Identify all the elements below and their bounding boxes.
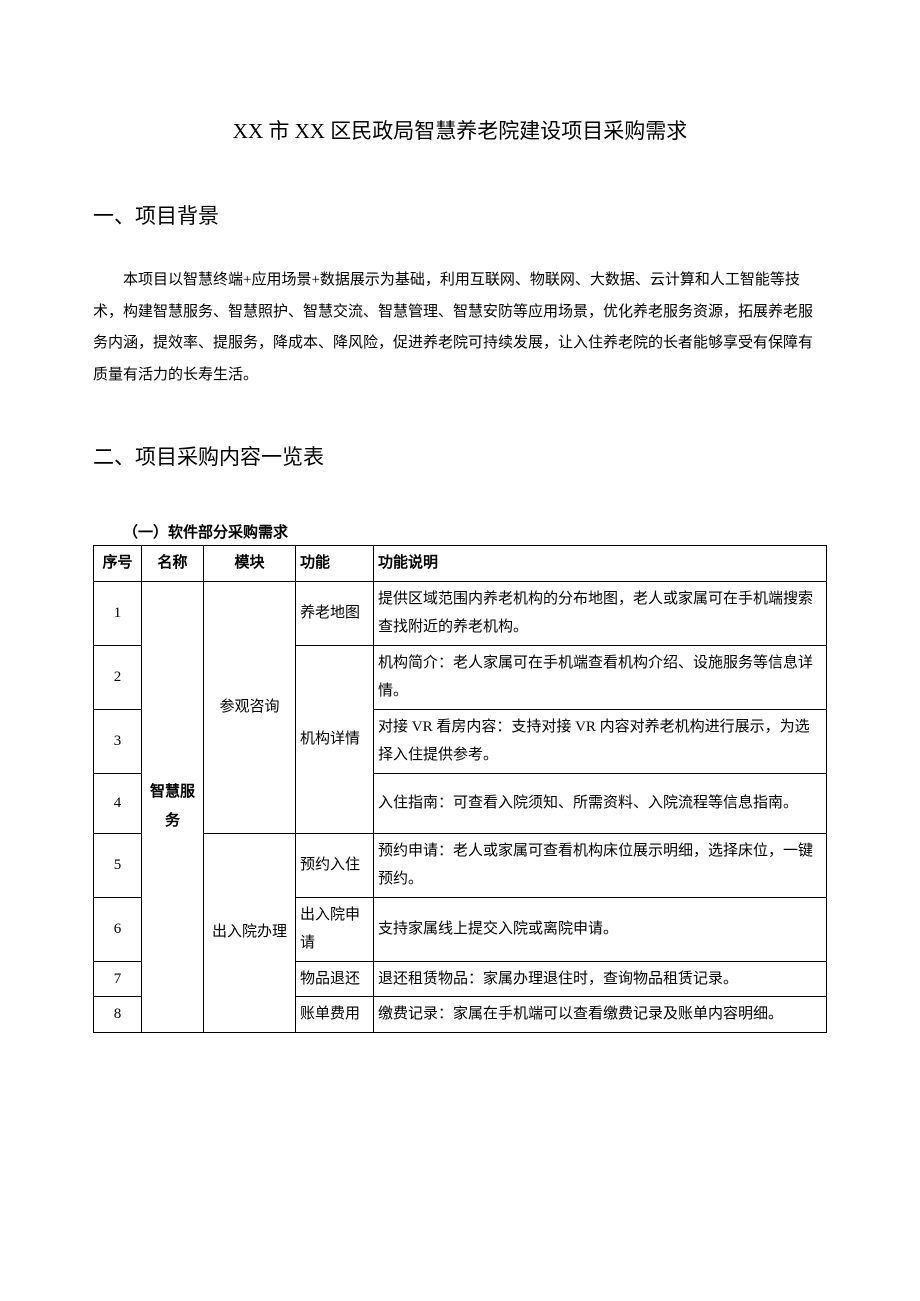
section-1-heading: 一、项目背景 (93, 200, 827, 230)
cell-module-2: 出入院办理 (204, 833, 296, 1032)
header-desc: 功能说明 (374, 546, 827, 582)
cell-seq: 7 (94, 961, 142, 997)
cell-desc: 预约申请：老人或家属可查看机构床位展示明细，选择床位，一键预约。 (374, 833, 827, 897)
document-title: XX 市 XX 区民政局智慧养老院建设项目采购需求 (93, 115, 827, 145)
cell-func-5: 物品退还 (296, 961, 374, 997)
cell-func-1: 养老地图 (296, 581, 374, 645)
project-background-paragraph: 本项目以智慧终端+应用场景+数据展示为基础，利用互联网、物联网、大数据、云计算和… (93, 265, 827, 391)
cell-seq: 4 (94, 773, 142, 833)
table-header-row: 序号 名称 模块 功能 功能说明 (94, 546, 827, 582)
cell-seq: 2 (94, 645, 142, 709)
cell-desc: 提供区域范围内养老机构的分布地图，老人或家属可在手机端搜索查找附近的养老机构。 (374, 581, 827, 645)
cell-func-2: 机构详情 (296, 645, 374, 833)
cell-module-1: 参观咨询 (204, 581, 296, 833)
procurement-table: 序号 名称 模块 功能 功能说明 1 智慧服务 参观咨询 养老地图 提供区域范围… (93, 545, 827, 1033)
header-func: 功能 (296, 546, 374, 582)
cell-seq: 6 (94, 897, 142, 961)
cell-desc: 缴费记录：家属在手机端可以查看缴费记录及账单内容明细。 (374, 997, 827, 1033)
cell-desc: 退还租赁物品：家属办理退住时，查询物品租赁记录。 (374, 961, 827, 997)
cell-name-merged: 智慧服务 (142, 581, 204, 1032)
cell-func-3: 预约入住 (296, 833, 374, 897)
table-row: 1 智慧服务 参观咨询 养老地图 提供区域范围内养老机构的分布地图，老人或家属可… (94, 581, 827, 645)
header-name: 名称 (142, 546, 204, 582)
cell-func-4: 出入院申请 (296, 897, 374, 961)
cell-desc: 对接 VR 看房内容：支持对接 VR 内容对养老机构进行展示，为选择入住提供参考… (374, 709, 827, 773)
cell-seq: 8 (94, 997, 142, 1033)
header-module: 模块 (204, 546, 296, 582)
table-row: 5 出入院办理 预约入住 预约申请：老人或家属可查看机构床位展示明细，选择床位，… (94, 833, 827, 897)
cell-func-6: 账单费用 (296, 997, 374, 1033)
subsection-heading: （一）软件部分采购需求 (123, 521, 827, 542)
cell-seq: 3 (94, 709, 142, 773)
cell-desc: 支持家属线上提交入院或离院申请。 (374, 897, 827, 961)
cell-seq: 1 (94, 581, 142, 645)
cell-seq: 5 (94, 833, 142, 897)
cell-desc: 入住指南：可查看入院须知、所需资料、入院流程等信息指南。 (374, 773, 827, 833)
section-2-heading: 二、项目采购内容一览表 (93, 441, 827, 471)
header-seq: 序号 (94, 546, 142, 582)
cell-desc: 机构简介：老人家属可在手机端查看机构介绍、设施服务等信息详情。 (374, 645, 827, 709)
